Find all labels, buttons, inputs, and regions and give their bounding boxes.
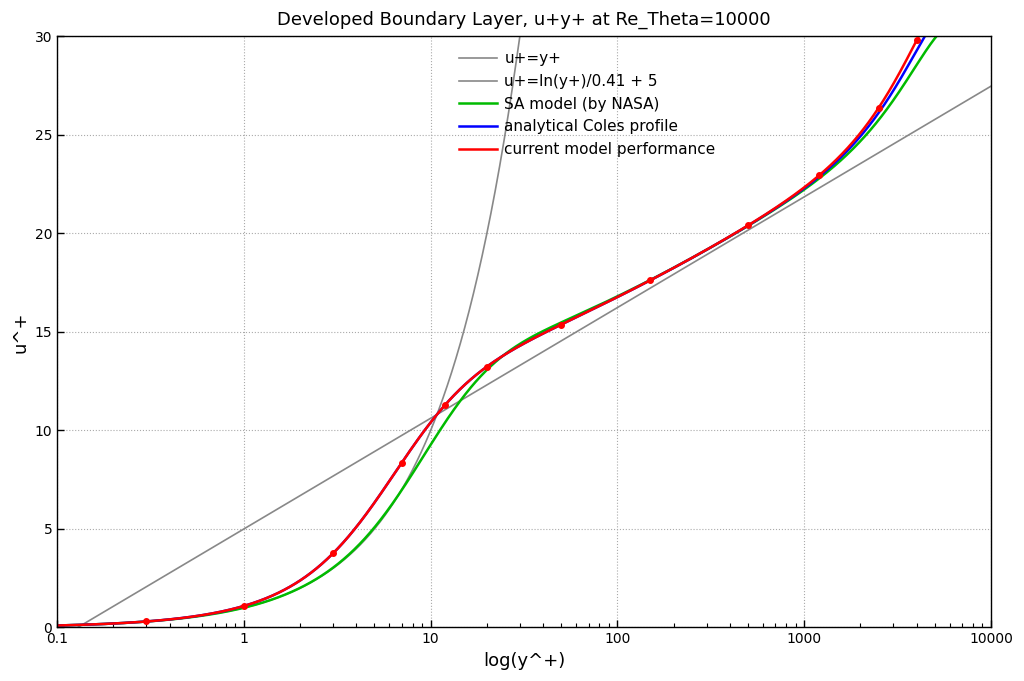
X-axis label: log(y^+): log(y^+)	[483, 652, 565, 670]
analytical Coles profile	[51, 622, 63, 630]
u+=y+	[158, 616, 170, 624]
analytical Coles profile	[943, 1, 955, 9]
current model performance	[51, 622, 63, 630]
Line: current model performance: current model performance	[57, 0, 991, 626]
u+=y+	[985, 32, 997, 40]
u+=ln(y+)/0.41 + 5	[158, 573, 170, 581]
SA model (by NASA)	[450, 403, 462, 411]
SA model (by NASA)	[213, 609, 225, 617]
analytical Coles profile	[409, 439, 421, 447]
u+=y+	[213, 609, 225, 617]
u+=ln(y+)/0.41 + 5	[450, 399, 462, 407]
u+=ln(y+)/0.41 + 5	[51, 635, 63, 644]
u+=y+	[409, 460, 421, 469]
Legend: u+=y+, u+=ln(y+)/0.41 + 5, SA model (by NASA), analytical Coles profile, current: u+=y+, u+=ln(y+)/0.41 + 5, SA model (by …	[453, 45, 722, 163]
u+=y+	[450, 355, 462, 363]
u+=y+	[51, 622, 63, 630]
Line: SA model (by NASA): SA model (by NASA)	[57, 25, 991, 626]
u+=y+	[866, 32, 879, 40]
current model performance	[866, 114, 879, 122]
Line: u+=ln(y+)/0.41 + 5: u+=ln(y+)/0.41 + 5	[57, 86, 991, 639]
analytical Coles profile	[213, 608, 225, 616]
analytical Coles profile	[158, 616, 170, 624]
SA model (by NASA)	[985, 20, 997, 29]
analytical Coles profile	[450, 390, 462, 398]
SA model (by NASA)	[158, 616, 170, 624]
current model performance	[450, 390, 462, 398]
current model performance	[213, 608, 225, 616]
Y-axis label: u^+: u^+	[11, 311, 29, 353]
current model performance	[409, 439, 421, 447]
analytical Coles profile	[985, 1, 997, 9]
current model performance	[158, 616, 170, 624]
SA model (by NASA)	[51, 622, 63, 630]
analytical Coles profile	[967, 1, 979, 9]
Title: Developed Boundary Layer, u+y+ at Re_Theta=10000: Developed Boundary Layer, u+y+ at Re_The…	[278, 11, 771, 29]
SA model (by NASA)	[866, 124, 879, 132]
u+=y+	[967, 32, 979, 40]
u+=ln(y+)/0.41 + 5	[866, 153, 879, 161]
Line: analytical Coles profile: analytical Coles profile	[57, 5, 991, 626]
u+=ln(y+)/0.41 + 5	[213, 539, 225, 548]
u+=ln(y+)/0.41 + 5	[409, 424, 421, 432]
u+=y+	[514, 32, 526, 40]
SA model (by NASA)	[967, 20, 979, 29]
u+=ln(y+)/0.41 + 5	[985, 82, 997, 91]
u+=ln(y+)/0.41 + 5	[967, 93, 979, 101]
Line: u+=y+: u+=y+	[57, 36, 991, 626]
SA model (by NASA)	[943, 20, 955, 29]
SA model (by NASA)	[409, 465, 421, 473]
analytical Coles profile	[866, 118, 879, 126]
